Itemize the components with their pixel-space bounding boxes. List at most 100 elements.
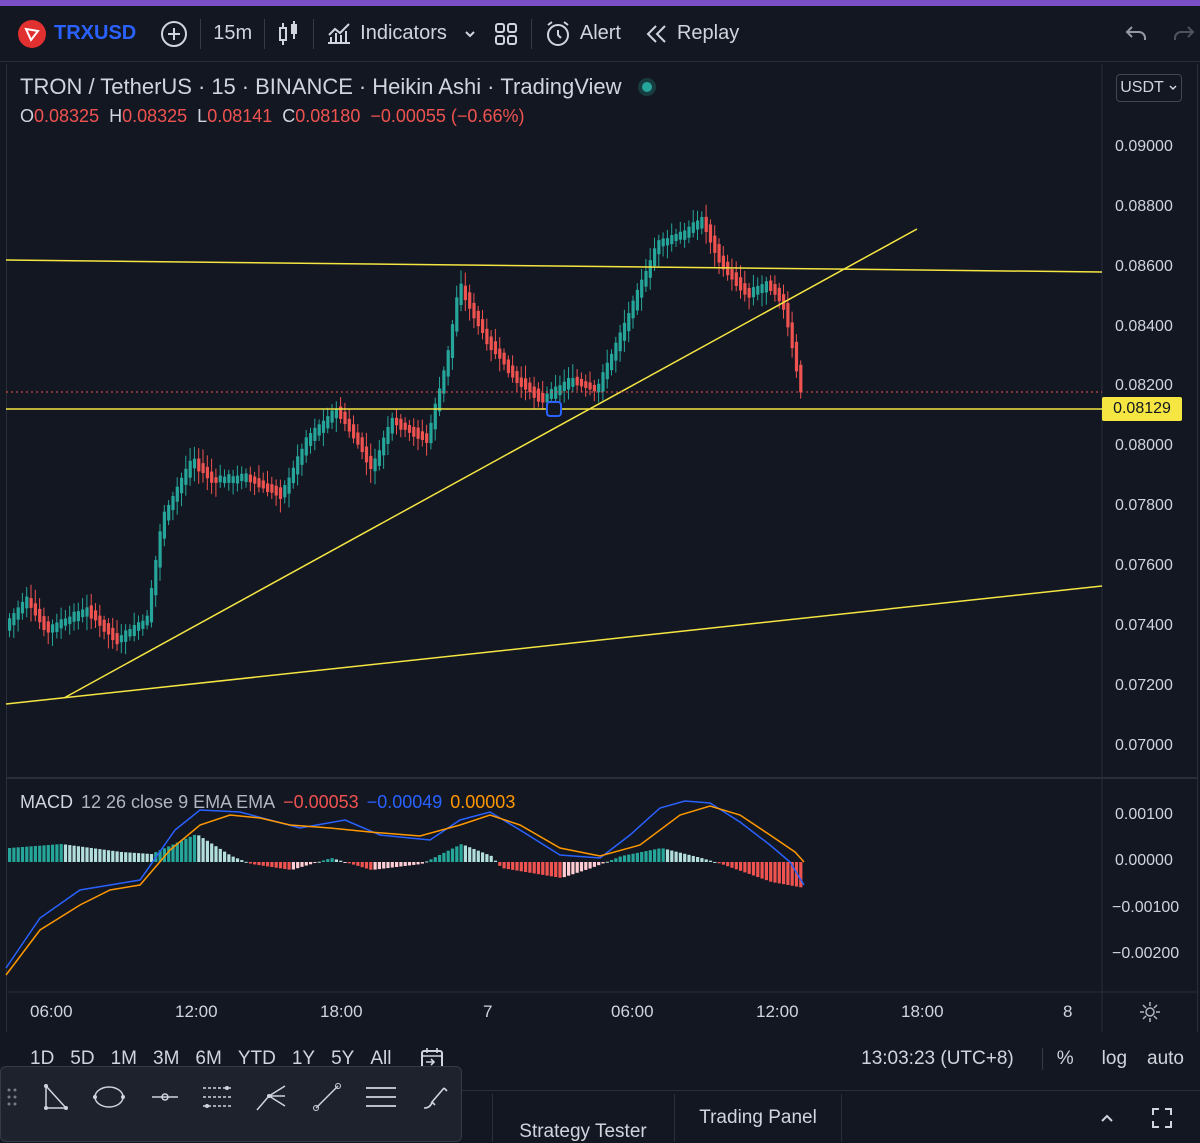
range-button-3m[interactable]: 3M <box>153 1048 180 1069</box>
currency-button[interactable]: USDT <box>1116 74 1182 102</box>
range-button-ytd[interactable]: YTD <box>237 1048 276 1069</box>
horizontal-ray-icon <box>152 1093 178 1101</box>
tab-label: Trading Panel <box>699 1107 817 1128</box>
horizontal-line-tool-button[interactable] <box>145 1077 185 1117</box>
price-axis-label: 0.07400 <box>1115 617 1173 634</box>
time-axis-label: 06:00 <box>611 1002 654 1021</box>
chevron-down-icon <box>465 30 475 37</box>
legend-exchange: BINANCE <box>255 74 353 99</box>
rewind-icon <box>646 24 666 43</box>
time-axis-label: 06:00 <box>30 1002 73 1021</box>
macd-hist-value: −0.00053 <box>283 792 359 812</box>
pitchfork-icon <box>256 1085 286 1111</box>
macd-axis-label: −0.00200 <box>1112 945 1180 962</box>
legend-dot: · <box>358 74 367 99</box>
undo-button[interactable] <box>1112 6 1160 61</box>
clock-label[interactable]: 13:03:23 (UTC+8) <box>861 1048 1014 1069</box>
replay-label: Replay <box>676 22 740 44</box>
chart-type-button[interactable] <box>265 6 313 61</box>
range-button-5d[interactable]: 5D <box>70 1048 95 1069</box>
macd-legend: MACD 12 26 close 9 EMA EMA −0.00053 −0.0… <box>20 792 515 813</box>
compare-button[interactable] <box>148 6 200 61</box>
range-button-6m[interactable]: 6M <box>195 1048 222 1069</box>
interval-label: 15m <box>213 22 253 44</box>
range-button-1d[interactable]: 1D <box>30 1048 55 1069</box>
chevron-up-icon <box>1101 1114 1113 1122</box>
candles-icon <box>279 20 298 45</box>
ellipse-icon <box>93 1086 125 1108</box>
currency-label: USDT <box>1120 79 1164 96</box>
redo-button[interactable] <box>1160 6 1200 61</box>
alert-label: Alert <box>579 22 621 44</box>
triangle-pattern-icon <box>44 1084 68 1110</box>
grid-icon <box>494 22 517 45</box>
legend-interval: 15 <box>211 74 236 99</box>
ohlc-legend: O0.08325 H0.08325 L0.08141 C0.08180 −0.0… <box>20 106 524 127</box>
plus-circle-icon <box>161 20 188 47</box>
chart-pane <box>6 64 1198 1032</box>
legend-source: TradingView <box>500 74 622 99</box>
collapse-panel-button[interactable] <box>1098 1094 1128 1142</box>
market-status-dot-icon[interactable] <box>641 82 652 92</box>
range-button-1m[interactable]: 1M <box>110 1048 137 1069</box>
macd-axis-label: 0.00100 <box>1115 806 1173 823</box>
trendline-icon <box>313 1083 341 1111</box>
indicators-dropdown[interactable] <box>459 6 481 61</box>
replay-button[interactable]: Replay <box>633 6 751 61</box>
range-button-1y[interactable]: 1Y <box>291 1048 316 1069</box>
macd-title: MACD <box>20 792 73 812</box>
time-axis-label: 12:00 <box>756 1002 799 1021</box>
range-buttons: 1D 5D 1M 3M 6M YTD 1Y 5Y All <box>0 1048 399 1070</box>
bottom-range-bar: 1D 5D 1M 3M 6M YTD 1Y 5Y All 13:03:23 (UTC+8) % … <box>0 1036 1200 1082</box>
brush-icon <box>423 1087 448 1109</box>
time-axis-label: 18:00 <box>901 1002 944 1021</box>
macd-axis-label: 0.00000 <box>1115 852 1173 869</box>
parallel-channel-icon <box>366 1087 396 1107</box>
triangle-tool-button[interactable] <box>35 1077 75 1117</box>
percent-toggle[interactable]: % <box>1041 1048 1088 1070</box>
indicators-button[interactable]: Indicators <box>314 6 459 61</box>
time-axis-label: 8 <box>1063 1002 1073 1021</box>
interval-button[interactable]: 15m <box>201 6 264 61</box>
tab-strategy-tester[interactable]: Strategy Tester <box>492 1094 673 1142</box>
alarm-clock-icon <box>546 20 569 46</box>
symbol-search[interactable]: TRXUSD <box>0 6 148 61</box>
chevron-down-icon <box>1169 85 1177 91</box>
price-axis-label: 0.07800 <box>1115 497 1173 514</box>
parallel-channel-tool-button[interactable] <box>361 1077 401 1117</box>
ellipse-tool-button[interactable] <box>89 1077 129 1117</box>
fib-retracement-icon <box>203 1086 231 1108</box>
range-button-all[interactable]: All <box>370 1048 392 1069</box>
maximize-panel-button[interactable] <box>1150 1094 1180 1142</box>
price-axis-label: 0.08600 <box>1115 258 1173 275</box>
alert-button[interactable]: Alert <box>532 6 633 61</box>
tab-label: Strategy Tester <box>519 1121 647 1142</box>
layout-button[interactable] <box>481 6 531 61</box>
toolbar-divider <box>530 18 532 49</box>
fullscreen-icon <box>1152 1108 1172 1128</box>
tab-trading-panel[interactable]: Trading Panel <box>674 1094 842 1142</box>
trendline-tool-button[interactable] <box>307 1077 347 1117</box>
fib-tool-button[interactable] <box>197 1077 237 1117</box>
macd-signal-value: 0.00003 <box>450 792 516 812</box>
price-axis-label: 0.08400 <box>1115 318 1173 335</box>
macd-axis-label: −0.00100 <box>1112 899 1180 916</box>
pitchfork-tool-button[interactable] <box>251 1077 291 1117</box>
time-axis-label: 18:00 <box>320 1002 363 1021</box>
range-button-5y[interactable]: 5Y <box>331 1048 355 1069</box>
legend-dot: · <box>487 74 495 99</box>
auto-toggle[interactable]: auto <box>1147 1048 1184 1069</box>
log-toggle[interactable]: log <box>1101 1048 1128 1069</box>
drag-handle[interactable] <box>1 1077 23 1117</box>
undo-icon <box>1125 25 1146 40</box>
ohlc-open: O0.08325 <box>20 106 100 126</box>
legend-dot: · <box>241 74 250 99</box>
ohlc-change: −0.00055 (−0.66%) <box>370 106 525 126</box>
toolbar-divider <box>200 18 202 49</box>
indicators-icon <box>328 22 351 44</box>
brush-tool-button[interactable] <box>415 1077 455 1117</box>
settings-gear-icon[interactable] <box>1138 1000 1162 1024</box>
window-top-stripe <box>0 0 1200 6</box>
price-axis-label: 0.07200 <box>1115 677 1173 694</box>
time-axis-label: 12:00 <box>175 1002 218 1021</box>
